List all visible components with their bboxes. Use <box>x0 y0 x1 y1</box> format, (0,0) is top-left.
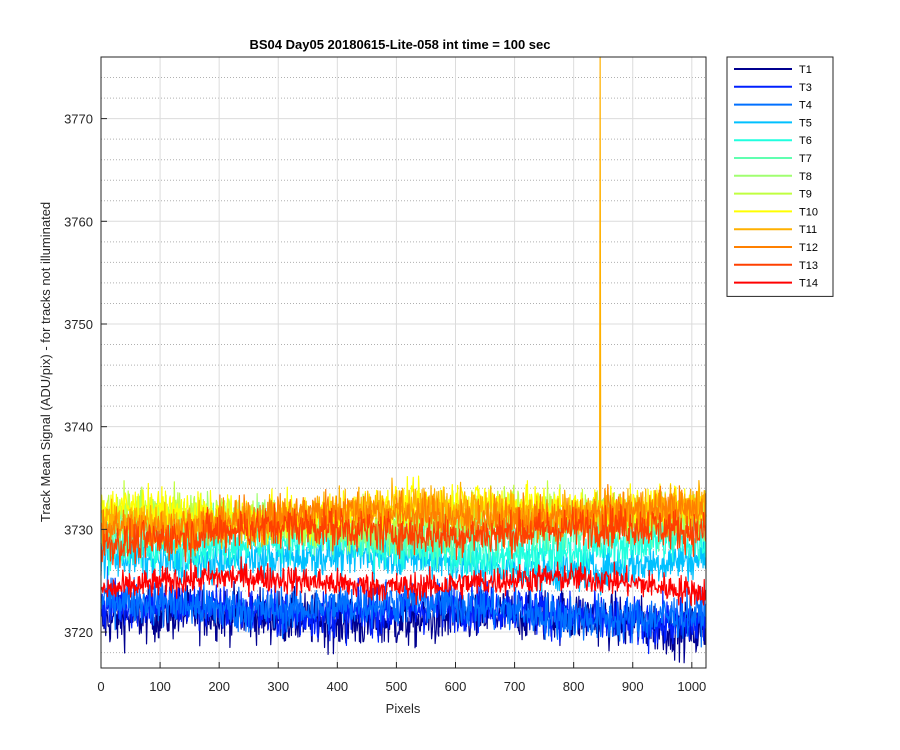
legend-label-t13[interactable]: T13 <box>799 260 818 272</box>
legend-label-t1[interactable]: T1 <box>799 64 812 76</box>
y-axis-label: Track Mean Signal (ADU/pix) - for tracks… <box>38 202 53 522</box>
legend[interactable]: T1 T3 T4 T5 T6 T7 T8 T9 T10 T11 T12 T13 T14 <box>726 56 834 297</box>
legend-label-t3[interactable]: T3 <box>799 82 812 94</box>
plot-frame <box>100 56 707 669</box>
y-tick-label: 3720 <box>64 625 93 640</box>
legend-label-t8[interactable]: T8 <box>799 171 812 183</box>
y-tick-label: 3730 <box>64 522 93 537</box>
x-tick-label: 400 <box>326 679 348 694</box>
series-line-t12 <box>100 483 707 557</box>
x-tick-label: 300 <box>267 679 289 694</box>
x-axis-label: Pixels <box>386 701 421 716</box>
x-tick-label: 700 <box>504 679 526 694</box>
legend-label-t4[interactable]: T4 <box>799 100 812 112</box>
legend-label-t6[interactable]: T6 <box>799 135 812 147</box>
x-tick-label: 1000 <box>677 679 706 694</box>
series-line-t13 <box>100 502 707 569</box>
x-tick-label: 100 <box>149 679 171 694</box>
x-tick-label: 800 <box>563 679 585 694</box>
legend-label-t14[interactable]: T14 <box>799 278 818 290</box>
series-layer <box>100 56 707 664</box>
legend-label-t10[interactable]: T10 <box>799 206 818 218</box>
series-line-t14 <box>100 556 707 607</box>
legend-label-t7[interactable]: T7 <box>799 153 812 165</box>
y-tick-label: 3740 <box>64 420 93 435</box>
x-tick-label: 0 <box>97 679 104 694</box>
legend-label-t5[interactable]: T5 <box>799 117 812 129</box>
y-tick-label: 3760 <box>64 214 93 229</box>
x-tick-label: 500 <box>386 679 408 694</box>
legend-label-t11[interactable]: T11 <box>799 224 817 236</box>
y-tick-label: 3750 <box>64 317 93 332</box>
legend-label-t12[interactable]: T12 <box>799 242 818 254</box>
x-tick-label: 200 <box>208 679 230 694</box>
legend-label-t9[interactable]: T9 <box>799 189 812 201</box>
series-line-t6 <box>100 510 707 581</box>
ticks: 0 100 200 300 400 500 600 700 800 900 1000 3720 3730… <box>64 112 706 694</box>
chart-title: BS04 Day05 20180615-Lite-058 int time = … <box>250 37 551 52</box>
y-tick-label: 3770 <box>64 112 93 127</box>
x-tick-label: 900 <box>622 679 644 694</box>
x-tick-label: 600 <box>445 679 467 694</box>
series-line-t4 <box>100 566 707 648</box>
